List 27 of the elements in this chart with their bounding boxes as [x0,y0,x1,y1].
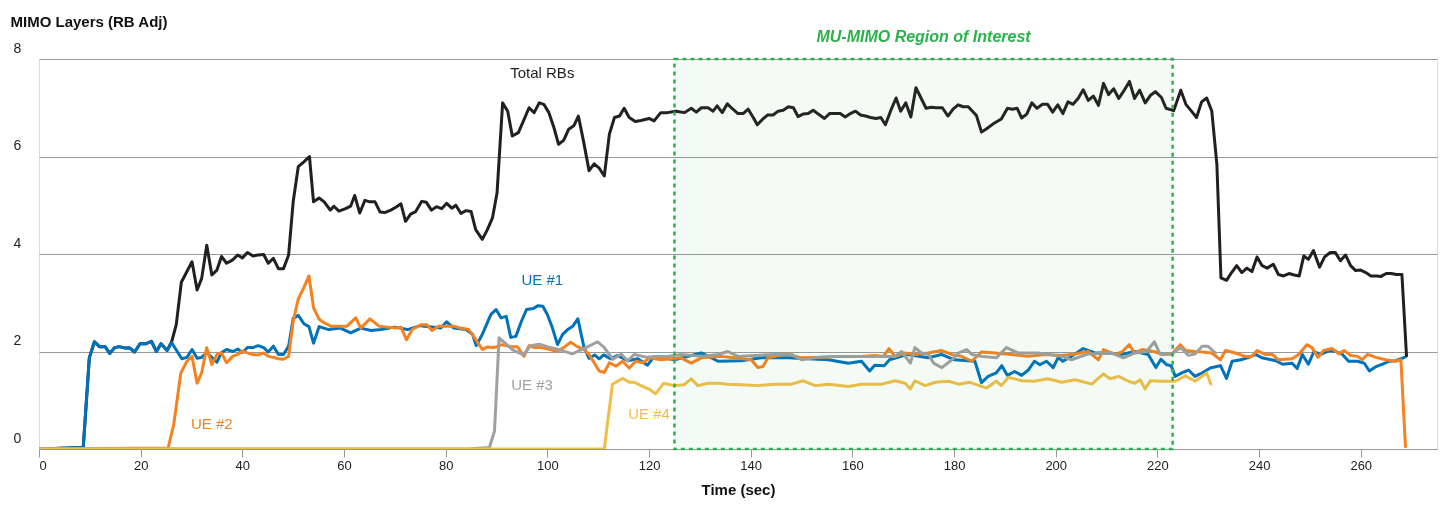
x-tick-label: 60 [337,457,352,473]
x-axis-title: Time (sec) [701,480,776,498]
x-tick-label: 40 [235,457,251,473]
series-label: UE #2 [190,414,233,432]
x-tick-label: 140 [740,457,763,473]
y-axis-title: MIMO Layers (RB Adj) [10,12,168,30]
x-tick-label: 80 [438,457,454,473]
x-tick-label: 0 [39,457,47,473]
series-label: UE #1 [521,271,564,289]
x-tick-label: 220 [1147,457,1169,473]
x-tick-label: 180 [943,457,966,473]
y-tick-label: 0 [13,429,22,446]
x-tick-label: 200 [1045,457,1068,473]
x-tick-label: 20 [133,457,149,473]
x-tick-label: 120 [638,457,661,473]
series-label: Total RBs [510,63,575,81]
y-tick-label: 6 [13,137,22,153]
y-tick-label: 2 [13,332,22,348]
y-tick-label: 8 [13,39,22,56]
x-tick-label: 160 [842,457,864,473]
band-label: MU-MIMO Region of Interest [816,28,1032,45]
x-tick-label: 240 [1248,457,1271,473]
series-label: UE #4 [628,405,670,423]
y-tick-label: 4 [13,234,22,251]
x-tick-label: 100 [537,457,559,473]
series-label: UE #3 [511,375,553,393]
x-tick-label: 260 [1350,457,1373,473]
